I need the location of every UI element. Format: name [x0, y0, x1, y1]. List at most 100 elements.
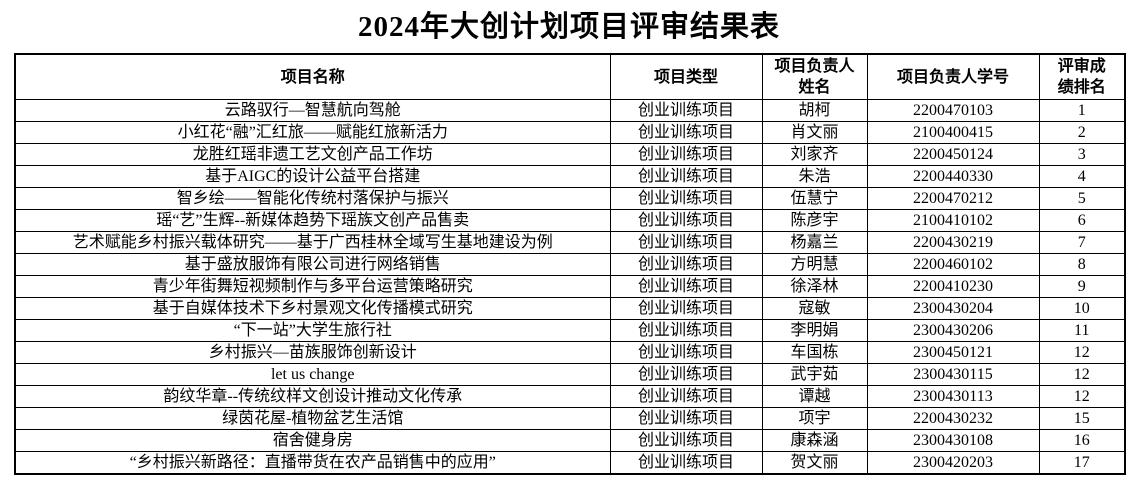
table-row: 基于盛放服饰有限公司进行网络销售 创业训练项目 方明慧 2200460102 8 [14, 253, 1126, 276]
rank-cell: 1 [1038, 99, 1126, 122]
project-name-cell: 乡村振兴—苗族服饰创新设计 [14, 341, 611, 364]
results-table: 项目名称 项目类型 项目负责人 姓名 项目负责人学号 评审成 绩排名 云路驭行—… [14, 53, 1126, 475]
project-type-cell: 创业训练项目 [609, 341, 763, 364]
leader-name-cell: 寇敏 [761, 297, 868, 320]
student-id-cell: 2300430206 [866, 319, 1040, 342]
project-type-cell: 创业训练项目 [609, 187, 763, 210]
table-row: 智乡绘——智能化传统村落保护与振兴 创业训练项目 伍慧宁 2200470212 5 [14, 187, 1126, 210]
project-name-cell: 宿舍健身房 [14, 429, 611, 452]
rank-cell: 9 [1038, 275, 1126, 298]
leader-name-cell: 康森涵 [761, 429, 868, 452]
project-name-cell: 青少年街舞短视频制作与多平台运营策略研究 [14, 275, 611, 298]
leader-name-cell: 刘家齐 [761, 143, 868, 166]
table-row: 瑶“艺”生辉--新媒体趋势下瑶族文创产品售卖 创业训练项目 陈彦宇 210041010… [14, 209, 1126, 232]
student-id-cell: 2200430232 [866, 407, 1040, 430]
table-header: 项目名称 项目类型 项目负责人 姓名 项目负责人学号 评审成 绩排名 [14, 53, 1126, 100]
project-type-cell: 创业训练项目 [609, 319, 763, 342]
project-name-cell: 云路驭行—智慧航向驾舱 [14, 99, 611, 122]
leader-name-cell: 贺文丽 [761, 451, 868, 475]
project-name-cell: 绿茵花屋-植物盆艺生活馆 [14, 407, 611, 430]
leader-name-cell: 胡柯 [761, 99, 868, 122]
rank-cell: 17 [1038, 451, 1126, 475]
project-type-cell: 创业训练项目 [609, 363, 763, 386]
table-row: 青少年街舞短视频制作与多平台运营策略研究 创业训练项目 徐泽林 2200410230 9 [14, 275, 1126, 298]
student-id-cell: 2300430115 [866, 363, 1040, 386]
project-name-cell: 瑶“艺”生辉--新媒体趋势下瑶族文创产品售卖 [14, 209, 611, 232]
header-project-type: 项目类型 [609, 53, 763, 100]
student-id-cell: 2200410230 [866, 275, 1040, 298]
leader-name-cell: 项宇 [761, 407, 868, 430]
project-type-cell: 创业训练项目 [609, 253, 763, 276]
leader-name-cell: 李明娟 [761, 319, 868, 342]
project-name-cell: 基于盛放服饰有限公司进行网络销售 [14, 253, 611, 276]
student-id-cell: 2200460102 [866, 253, 1040, 276]
student-id-cell: 2300420203 [866, 451, 1040, 475]
leader-name-cell: 杨嘉兰 [761, 231, 868, 254]
rank-cell: 8 [1038, 253, 1126, 276]
leader-name-cell: 车国栋 [761, 341, 868, 364]
project-type-cell: 创业训练项目 [609, 143, 763, 166]
project-type-cell: 创业训练项目 [609, 99, 763, 122]
student-id-cell: 2300430113 [866, 385, 1040, 408]
project-name-cell: 基于AIGC的设计公益平台搭建 [14, 165, 611, 188]
project-type-cell: 创业训练项目 [609, 429, 763, 452]
project-name-cell: 基于自媒体技术下乡村景观文化传播模式研究 [14, 297, 611, 320]
header-project-name: 项目名称 [14, 53, 611, 100]
rank-cell: 16 [1038, 429, 1126, 452]
rank-cell: 6 [1038, 209, 1126, 232]
table-row: 云路驭行—智慧航向驾舱 创业训练项目 胡柯 2200470103 1 [14, 99, 1126, 122]
project-type-cell: 创业训练项目 [609, 407, 763, 430]
rank-cell: 11 [1038, 319, 1126, 342]
table-row: 龙胜红瑶非遗工艺文创产品工作坊 创业训练项目 刘家齐 2200450124 3 [14, 143, 1126, 166]
student-id-cell: 2100400415 [866, 121, 1040, 144]
header-leader-name: 项目负责人 姓名 [761, 53, 868, 100]
student-id-cell: 2200450124 [866, 143, 1040, 166]
header-review-rank: 评审成 绩排名 [1038, 53, 1126, 100]
table-row: “下一站”大学生旅行社 创业训练项目 李明娟 2300430206 11 [14, 319, 1126, 342]
project-type-cell: 创业训练项目 [609, 451, 763, 475]
student-id-cell: 2200440330 [866, 165, 1040, 188]
project-type-cell: 创业训练项目 [609, 209, 763, 232]
project-name-cell: let us change [14, 363, 611, 386]
table-row: “乡村振兴新路径：直播带货在农产品销售中的应用” 创业训练项目 贺文丽 2300420… [14, 451, 1126, 475]
leader-name-cell: 肖文丽 [761, 121, 868, 144]
leader-name-cell: 伍慧宁 [761, 187, 868, 210]
table-row: 韵纹华章--传统纹样文创设计推动文化传承 创业训练项目 谭越 2300430113 12 [14, 385, 1126, 408]
project-type-cell: 创业训练项目 [609, 121, 763, 144]
table-row: 基于自媒体技术下乡村景观文化传播模式研究 创业训练项目 寇敏 2300430204 10 [14, 297, 1126, 320]
student-id-cell: 2200470212 [866, 187, 1040, 210]
page: 2024年大创计划项目评审结果表 项目名称 项目类型 项目负责人 姓名 项目负责… [0, 8, 1138, 504]
header-row: 项目名称 项目类型 项目负责人 姓名 项目负责人学号 评审成 绩排名 [14, 53, 1126, 100]
rank-cell: 3 [1038, 143, 1126, 166]
table-row: 宿舍健身房 创业训练项目 康森涵 2300430108 16 [14, 429, 1126, 452]
student-id-cell: 2200430219 [866, 231, 1040, 254]
student-id-cell: 2100410102 [866, 209, 1040, 232]
project-type-cell: 创业训练项目 [609, 385, 763, 408]
student-id-cell: 2300450121 [866, 341, 1040, 364]
table-row: let us change 创业训练项目 武宇茹 2300430115 12 [14, 363, 1126, 386]
project-type-cell: 创业训练项目 [609, 165, 763, 188]
rank-cell: 10 [1038, 297, 1126, 320]
student-id-cell: 2300430204 [866, 297, 1040, 320]
page-title: 2024年大创计划项目评审结果表 [357, 11, 780, 43]
rank-cell: 4 [1038, 165, 1126, 188]
project-name-cell: “下一站”大学生旅行社 [14, 319, 611, 342]
table-row: 乡村振兴—苗族服饰创新设计 创业训练项目 车国栋 2300450121 12 [14, 341, 1126, 364]
leader-name-cell: 陈彦宇 [761, 209, 868, 232]
project-name-cell: 韵纹华章--传统纹样文创设计推动文化传承 [14, 385, 611, 408]
project-name-cell: 小红花“融”汇红旅——赋能红旅新活力 [14, 121, 611, 144]
rank-cell: 12 [1038, 363, 1126, 386]
rank-cell: 7 [1038, 231, 1126, 254]
table-row: 基于AIGC的设计公益平台搭建 创业训练项目 朱浩 2200440330 4 [14, 165, 1126, 188]
rank-cell: 12 [1038, 341, 1126, 364]
project-name-cell: “乡村振兴新路径：直播带货在农产品销售中的应用” [14, 451, 611, 475]
student-id-cell: 2300430108 [866, 429, 1040, 452]
project-type-cell: 创业训练项目 [609, 297, 763, 320]
header-student-id: 项目负责人学号 [866, 53, 1040, 100]
project-name-cell: 艺术赋能乡村振兴载体研究——基于广西桂林全域写生基地建设为例 [14, 231, 611, 254]
rank-cell: 5 [1038, 187, 1126, 210]
leader-name-cell: 朱浩 [761, 165, 868, 188]
leader-name-cell: 方明慧 [761, 253, 868, 276]
project-type-cell: 创业训练项目 [609, 275, 763, 298]
student-id-cell: 2200470103 [866, 99, 1040, 122]
